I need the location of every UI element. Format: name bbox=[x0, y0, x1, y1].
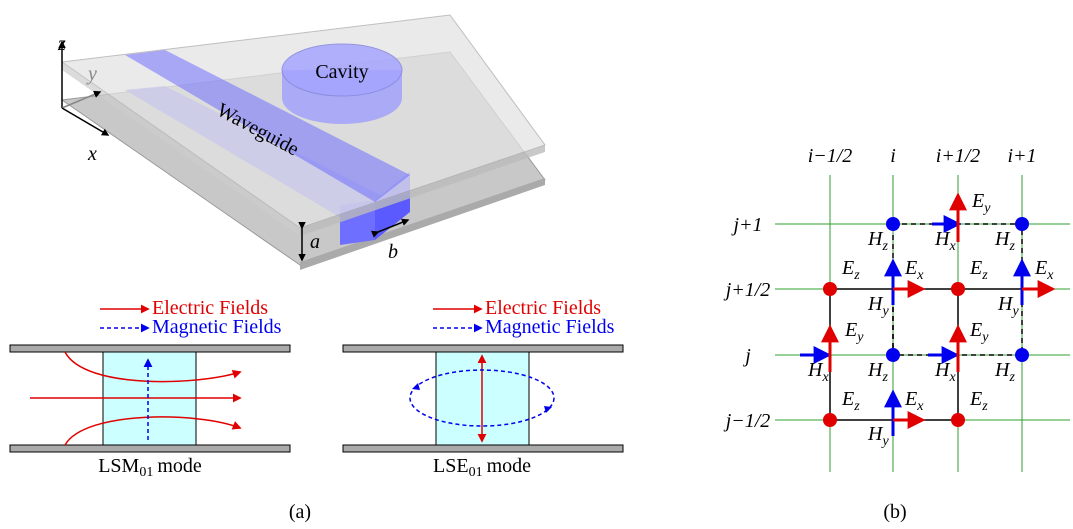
field-subscript: x bbox=[948, 370, 956, 385]
field-label: Hx bbox=[807, 359, 829, 385]
field-label: Hx bbox=[934, 359, 956, 385]
yee-grid bbox=[775, 175, 1070, 472]
field-subscript: x bbox=[821, 370, 829, 385]
legend-label: Magnetic Fields bbox=[152, 316, 282, 338]
field-symbol: E bbox=[841, 257, 854, 279]
field-label: Ex bbox=[1034, 257, 1054, 283]
field-subscript: x bbox=[1046, 268, 1054, 283]
column-label: i+1/2 bbox=[936, 145, 981, 167]
field-symbol: E bbox=[904, 257, 917, 279]
mode-label: LSM01 mode bbox=[98, 455, 202, 480]
field-subscript: z bbox=[853, 268, 860, 283]
field-subscript: y bbox=[982, 201, 991, 216]
column-label: i−1/2 bbox=[808, 145, 853, 167]
cavity-label: Cavity bbox=[315, 61, 368, 83]
field-subscript: x bbox=[916, 399, 924, 414]
field-symbol: H bbox=[867, 359, 884, 381]
legend-label: Magnetic Fields bbox=[485, 316, 615, 338]
column-label: i+1 bbox=[1007, 145, 1036, 167]
field-symbol: H bbox=[997, 293, 1014, 315]
field-symbol: H bbox=[934, 228, 951, 250]
field-label: Ez bbox=[969, 257, 988, 283]
field-symbol: H bbox=[867, 293, 884, 315]
field-symbol: H bbox=[934, 359, 951, 381]
field-subscript: z bbox=[981, 268, 988, 283]
field-subscript: x bbox=[916, 268, 924, 283]
mode-subscript: 01 bbox=[139, 465, 153, 480]
mode-label: LSE01 mode bbox=[433, 455, 531, 480]
field-subscript: z bbox=[981, 399, 988, 414]
field-subscript: z bbox=[1008, 239, 1015, 254]
field-label: Hz bbox=[994, 359, 1015, 385]
column-label: i bbox=[890, 145, 896, 167]
field-subscript: y bbox=[1010, 304, 1019, 319]
field-label: Ex bbox=[904, 388, 924, 414]
field-symbol: E bbox=[844, 319, 857, 341]
field-label: Ex bbox=[904, 257, 924, 283]
waveguide-3d bbox=[62, 15, 545, 270]
axis-label: x bbox=[87, 143, 97, 165]
field-label: Hy bbox=[867, 293, 889, 319]
row-label: j+1 bbox=[730, 214, 762, 236]
field-subscript: z bbox=[881, 239, 888, 254]
field-subscript: z bbox=[1008, 370, 1015, 385]
field-label: Hz bbox=[994, 228, 1015, 254]
axis-label: y bbox=[86, 63, 97, 85]
field-symbol: E bbox=[969, 319, 982, 341]
mode-suffix: mode bbox=[157, 455, 202, 477]
field-symbol: H bbox=[867, 228, 884, 250]
caption: (b) bbox=[883, 501, 906, 523]
field-label: Ez bbox=[841, 388, 860, 414]
field-symbol: E bbox=[841, 388, 854, 410]
field-symbol: H bbox=[867, 423, 884, 445]
field-subscript: z bbox=[881, 370, 888, 385]
field-subscript: x bbox=[948, 239, 956, 254]
field-symbol: H bbox=[807, 359, 824, 381]
field-symbol: E bbox=[969, 388, 982, 410]
field-subscript: y bbox=[980, 330, 989, 345]
row-label: j bbox=[742, 345, 751, 367]
field-symbol: E bbox=[971, 190, 984, 212]
field-subscript: y bbox=[880, 434, 889, 449]
mode-name: LSM bbox=[98, 455, 139, 477]
mode-name: LSE bbox=[433, 455, 469, 477]
field-label: Ez bbox=[841, 257, 860, 283]
field-label: Hz bbox=[867, 359, 888, 385]
field-label: Ey bbox=[969, 319, 989, 345]
field-label: Hy bbox=[997, 293, 1019, 319]
field-subscript: y bbox=[855, 330, 864, 345]
field-symbol: H bbox=[994, 228, 1011, 250]
field-label: Ez bbox=[969, 388, 988, 414]
field-label: Ey bbox=[844, 319, 864, 345]
figure: Cavity Waveguide z y x a b Electric Fiel… bbox=[0, 0, 1073, 529]
row-label: j−1/2 bbox=[723, 410, 771, 432]
mode-subscript: 01 bbox=[469, 465, 483, 480]
mode-suffix: mode bbox=[487, 455, 532, 477]
dimension-label: a bbox=[310, 231, 320, 253]
field-symbol: E bbox=[904, 388, 917, 410]
field-subscript: z bbox=[853, 399, 860, 414]
field-symbol: H bbox=[994, 359, 1011, 381]
field-label: Hz bbox=[867, 228, 888, 254]
row-label: j+1/2 bbox=[723, 279, 771, 301]
field-symbol: E bbox=[969, 257, 982, 279]
dimension-label: b bbox=[388, 241, 398, 263]
field-label: Ey bbox=[971, 190, 991, 216]
caption: (a) bbox=[289, 501, 311, 523]
field-subscript: y bbox=[880, 304, 889, 319]
field-label: Hy bbox=[867, 423, 889, 449]
field-symbol: E bbox=[1034, 257, 1047, 279]
axis-label: z bbox=[57, 33, 66, 55]
field-label: Hx bbox=[934, 228, 956, 254]
